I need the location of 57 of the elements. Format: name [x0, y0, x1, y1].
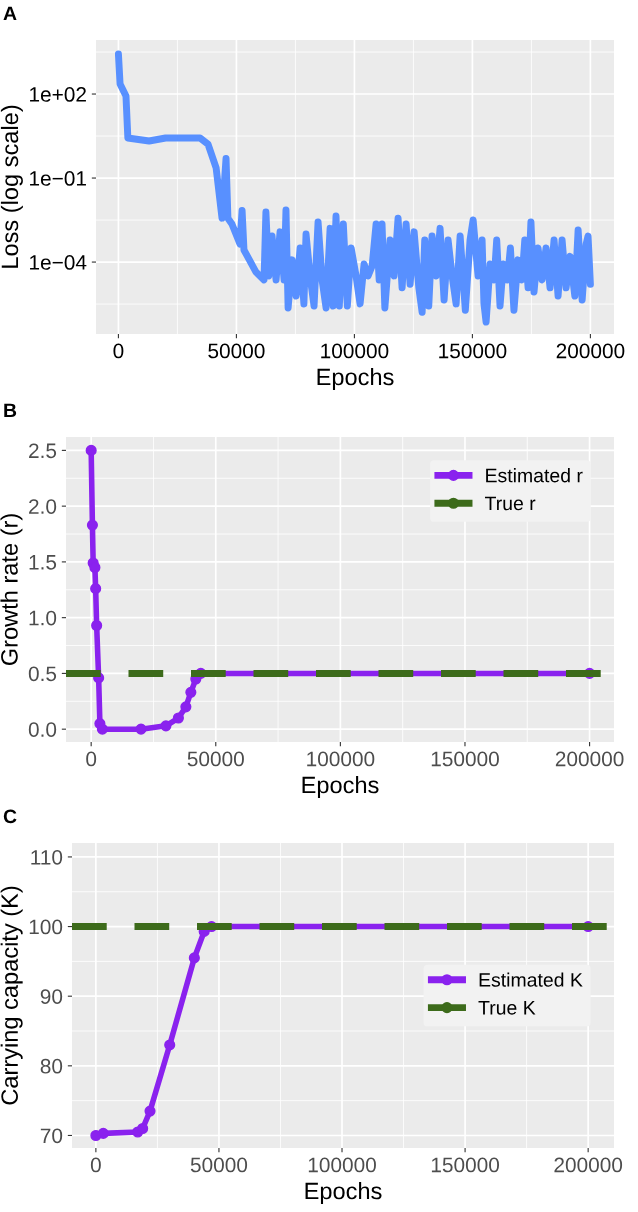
x-tick-label: 150000 — [431, 1157, 500, 1173]
point — [180, 701, 192, 713]
y-axis-title: Growth rate (r) — [0, 514, 23, 666]
point — [97, 1127, 109, 1139]
x-tick-label: 100000 — [307, 751, 375, 767]
legend-label: Estimated K — [479, 972, 583, 987]
chart-title: C — [3, 809, 17, 824]
x-tick-label: 50000 — [208, 343, 265, 359]
y-tick-label: 2.0 — [29, 499, 57, 514]
point — [137, 1122, 149, 1135]
y-tick-label: 110 — [31, 849, 63, 865]
x-tick-label: 0 — [113, 343, 124, 359]
y-axis-title: Carrying capacity (K) — [0, 886, 23, 1105]
x-tick-label: 150000 — [431, 751, 499, 767]
x-axis-title: Epochs — [302, 776, 379, 799]
x-axis-title: Epochs — [305, 1182, 382, 1205]
point — [91, 619, 103, 632]
y-tick-label: 100 — [29, 919, 63, 935]
x-tick-label: 200000 — [556, 343, 625, 359]
point — [96, 723, 108, 735]
point — [85, 444, 97, 456]
point — [160, 720, 172, 732]
y-tick-label: 1.0 — [29, 610, 57, 626]
y-tick-label: 1.5 — [29, 555, 57, 570]
x-tick-label: 0 — [90, 1157, 101, 1173]
x-axis-title: Epochs — [317, 368, 394, 391]
x-tick-label: 0 — [86, 751, 97, 767]
x-tick-label: 100000 — [321, 343, 389, 359]
y-tick-label: 80 — [40, 1058, 63, 1074]
point — [144, 1105, 156, 1117]
x-tick-label: 50000 — [190, 1157, 248, 1173]
y-tick-label: 1e+02 — [30, 87, 86, 102]
y-tick-label: 90 — [40, 989, 63, 1004]
legend-label: True K — [478, 1001, 536, 1015]
point — [188, 952, 200, 964]
point — [164, 1039, 176, 1051]
y-tick-label: 0.5 — [28, 666, 57, 682]
x-tick-label: 150000 — [439, 343, 507, 359]
point — [86, 519, 98, 531]
x-tick-label: 100000 — [308, 1157, 376, 1173]
y-tick-label: 2.5 — [29, 443, 57, 459]
legend-label: True r — [485, 496, 536, 511]
y-tick-label: 70 — [40, 1128, 63, 1144]
x-tick-label: 200000 — [554, 1157, 623, 1173]
y-tick-label: 0.0 — [28, 722, 57, 737]
y-axis-title: Loss (log scale) — [0, 105, 23, 268]
x-tick-label: 200000 — [555, 751, 624, 767]
y-tick-label: 1e−04 — [30, 255, 87, 270]
y-tick-label: 1e−01 — [30, 171, 86, 186]
x-tick-label: 50000 — [187, 751, 244, 767]
point — [90, 583, 102, 595]
legend-label: Estimated r — [486, 468, 583, 483]
point — [135, 723, 147, 735]
chart-title: A — [3, 6, 17, 21]
point — [185, 686, 197, 698]
chart-title: B — [4, 403, 17, 418]
point — [172, 712, 184, 724]
